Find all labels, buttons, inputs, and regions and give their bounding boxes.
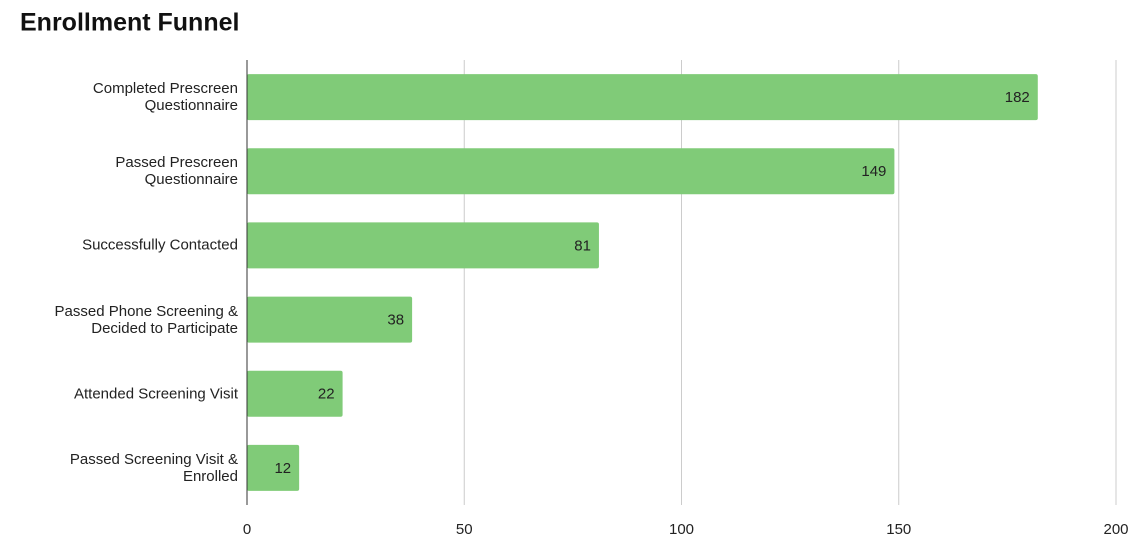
x-tick-label: 0 <box>243 521 251 538</box>
value-label: 81 <box>574 237 591 254</box>
x-tick-label: 150 <box>886 521 911 538</box>
value-label: 12 <box>274 460 291 477</box>
x-tick-label: 200 <box>1103 521 1128 538</box>
bar <box>247 148 895 195</box>
chart-title: Enrollment Funnel <box>20 9 239 37</box>
x-tick-label: 50 <box>456 521 473 538</box>
bar <box>247 370 343 417</box>
y-tick-label: Passed Screening Visit & Enrolled <box>69 450 238 485</box>
x-tick-label: 100 <box>669 521 694 538</box>
y-tick-label: Passed Prescreen Questionnaire <box>115 154 238 189</box>
value-label: 149 <box>861 163 886 180</box>
y-tick-label: Successfully Contacted <box>82 236 238 254</box>
bar <box>247 222 599 269</box>
y-tick-label: Passed Phone Screening & Decided to Part… <box>54 302 238 337</box>
bar <box>247 74 1038 121</box>
y-tick-label: Attended Screening Visit <box>74 385 238 403</box>
value-label: 182 <box>1005 89 1030 106</box>
y-tick-label: Completed Prescreen Questionnaire <box>92 80 238 115</box>
value-label: 22 <box>318 386 335 403</box>
bar <box>247 296 413 343</box>
value-label: 38 <box>387 312 404 329</box>
bar <box>247 444 300 491</box>
